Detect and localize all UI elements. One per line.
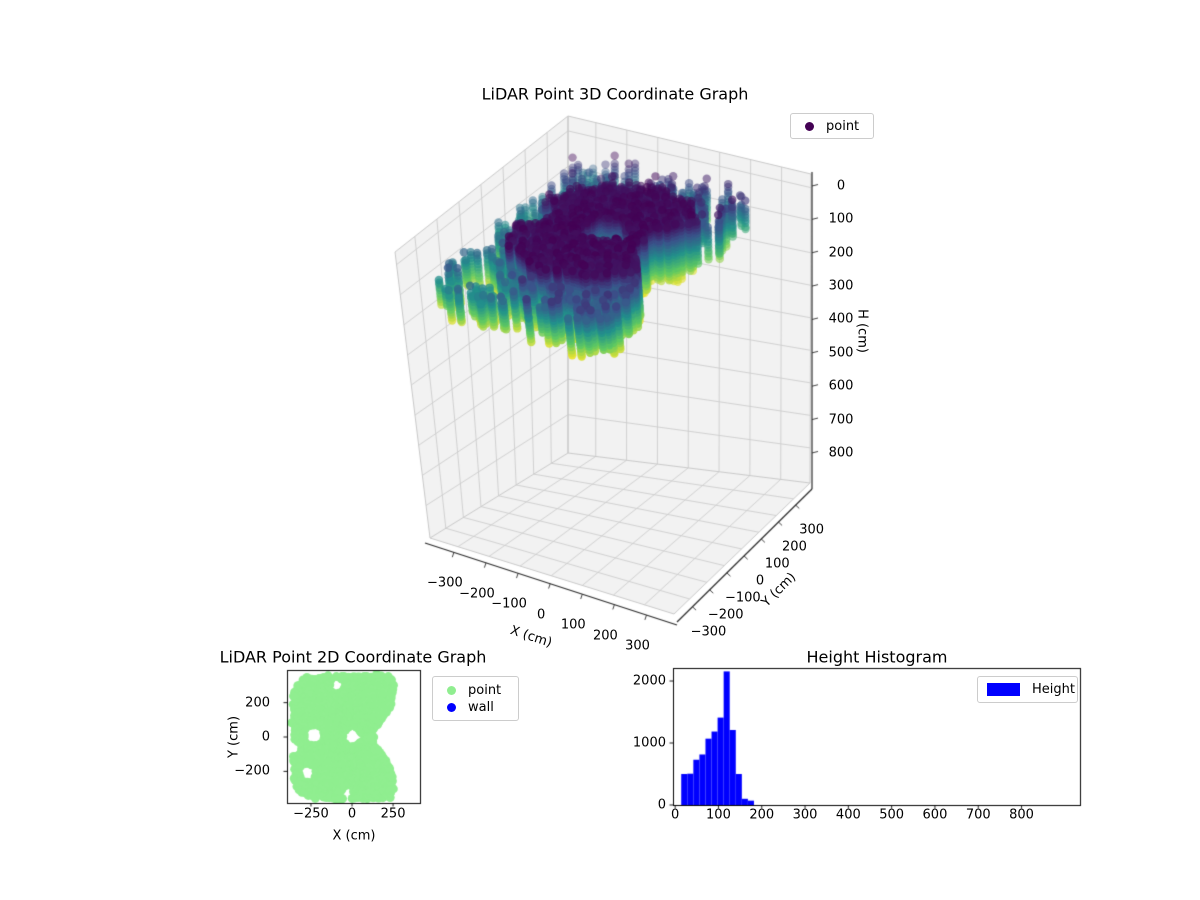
plot2d-legend: point wall	[432, 676, 519, 721]
tick-label: 0	[671, 807, 680, 823]
legend-item-height: Height	[978, 681, 1077, 698]
tick-label: −250	[293, 806, 329, 822]
height-bar-swatch-icon	[987, 683, 1020, 696]
tick-label: 200	[592, 628, 618, 644]
tick-label: 0	[537, 607, 546, 623]
tick-label: −300	[427, 575, 463, 591]
tick-label: 200	[782, 539, 807, 555]
tick-label: 200	[828, 245, 854, 261]
legend-label: point	[826, 118, 860, 134]
plot3d-title: LiDAR Point 3D Coordinate Graph	[481, 84, 749, 104]
plot3d-haxis-label: H (cm)	[854, 309, 870, 353]
tick-label: 100	[560, 617, 586, 633]
legend-item-point: point	[791, 118, 873, 135]
tick-label: 250	[380, 806, 406, 822]
tick-label: −200	[234, 763, 270, 779]
tick-label: 200	[245, 695, 270, 711]
tick-label: −100	[491, 596, 527, 612]
histogram-legend: Height	[977, 676, 1078, 703]
tick-label: 2000	[632, 673, 666, 689]
tick-label: 100	[764, 556, 790, 572]
legend-label: Height	[1032, 682, 1075, 697]
point-marker-icon	[805, 121, 814, 131]
legend-item-wall: wall	[433, 699, 518, 716]
tick-label: 1000	[632, 735, 666, 751]
tick-label: 300	[625, 638, 650, 654]
tick-label: 300	[828, 278, 854, 294]
plot2d-yaxis-label: Y (cm)	[226, 715, 242, 759]
tick-label: −100	[725, 590, 761, 606]
tick-label: 0	[836, 178, 846, 194]
tick-label: 500	[879, 807, 905, 823]
tick-label: 400	[835, 807, 861, 823]
tick-label: 700	[828, 412, 854, 428]
tick-label: 700	[965, 807, 991, 823]
tick-label: 800	[1009, 807, 1034, 823]
tick-label: −300	[690, 624, 727, 640]
plot2d-xaxis-label: X (cm)	[332, 828, 376, 844]
tick-label: 600	[828, 378, 854, 394]
tick-label: 200	[749, 807, 775, 823]
tick-label: 100	[828, 211, 854, 227]
tick-label: 0	[261, 729, 270, 745]
tick-label: 300	[792, 807, 818, 823]
plot3d-legend: point	[790, 113, 874, 139]
tick-label: 800	[828, 445, 854, 461]
tick-label: 300	[799, 522, 825, 538]
tick-label: 0	[347, 806, 357, 822]
tick-label: 0	[657, 797, 666, 813]
legend-item-point: point	[433, 682, 518, 699]
point-marker-icon	[447, 685, 456, 695]
tick-label: −200	[459, 586, 495, 602]
tick-label: −200	[707, 607, 744, 623]
plot2d-title: LiDAR Point 2D Coordinate Graph	[219, 647, 487, 667]
histogram-title: Height Histogram	[806, 647, 948, 667]
wall-marker-icon	[447, 702, 456, 712]
tick-label: 400	[828, 311, 854, 327]
legend-label: point	[468, 682, 502, 698]
tick-label: 0	[755, 573, 765, 589]
tick-label: 600	[922, 807, 948, 823]
tick-label: 100	[706, 807, 731, 823]
tick-label: 500	[828, 345, 854, 361]
legend-label: wall	[468, 699, 494, 715]
